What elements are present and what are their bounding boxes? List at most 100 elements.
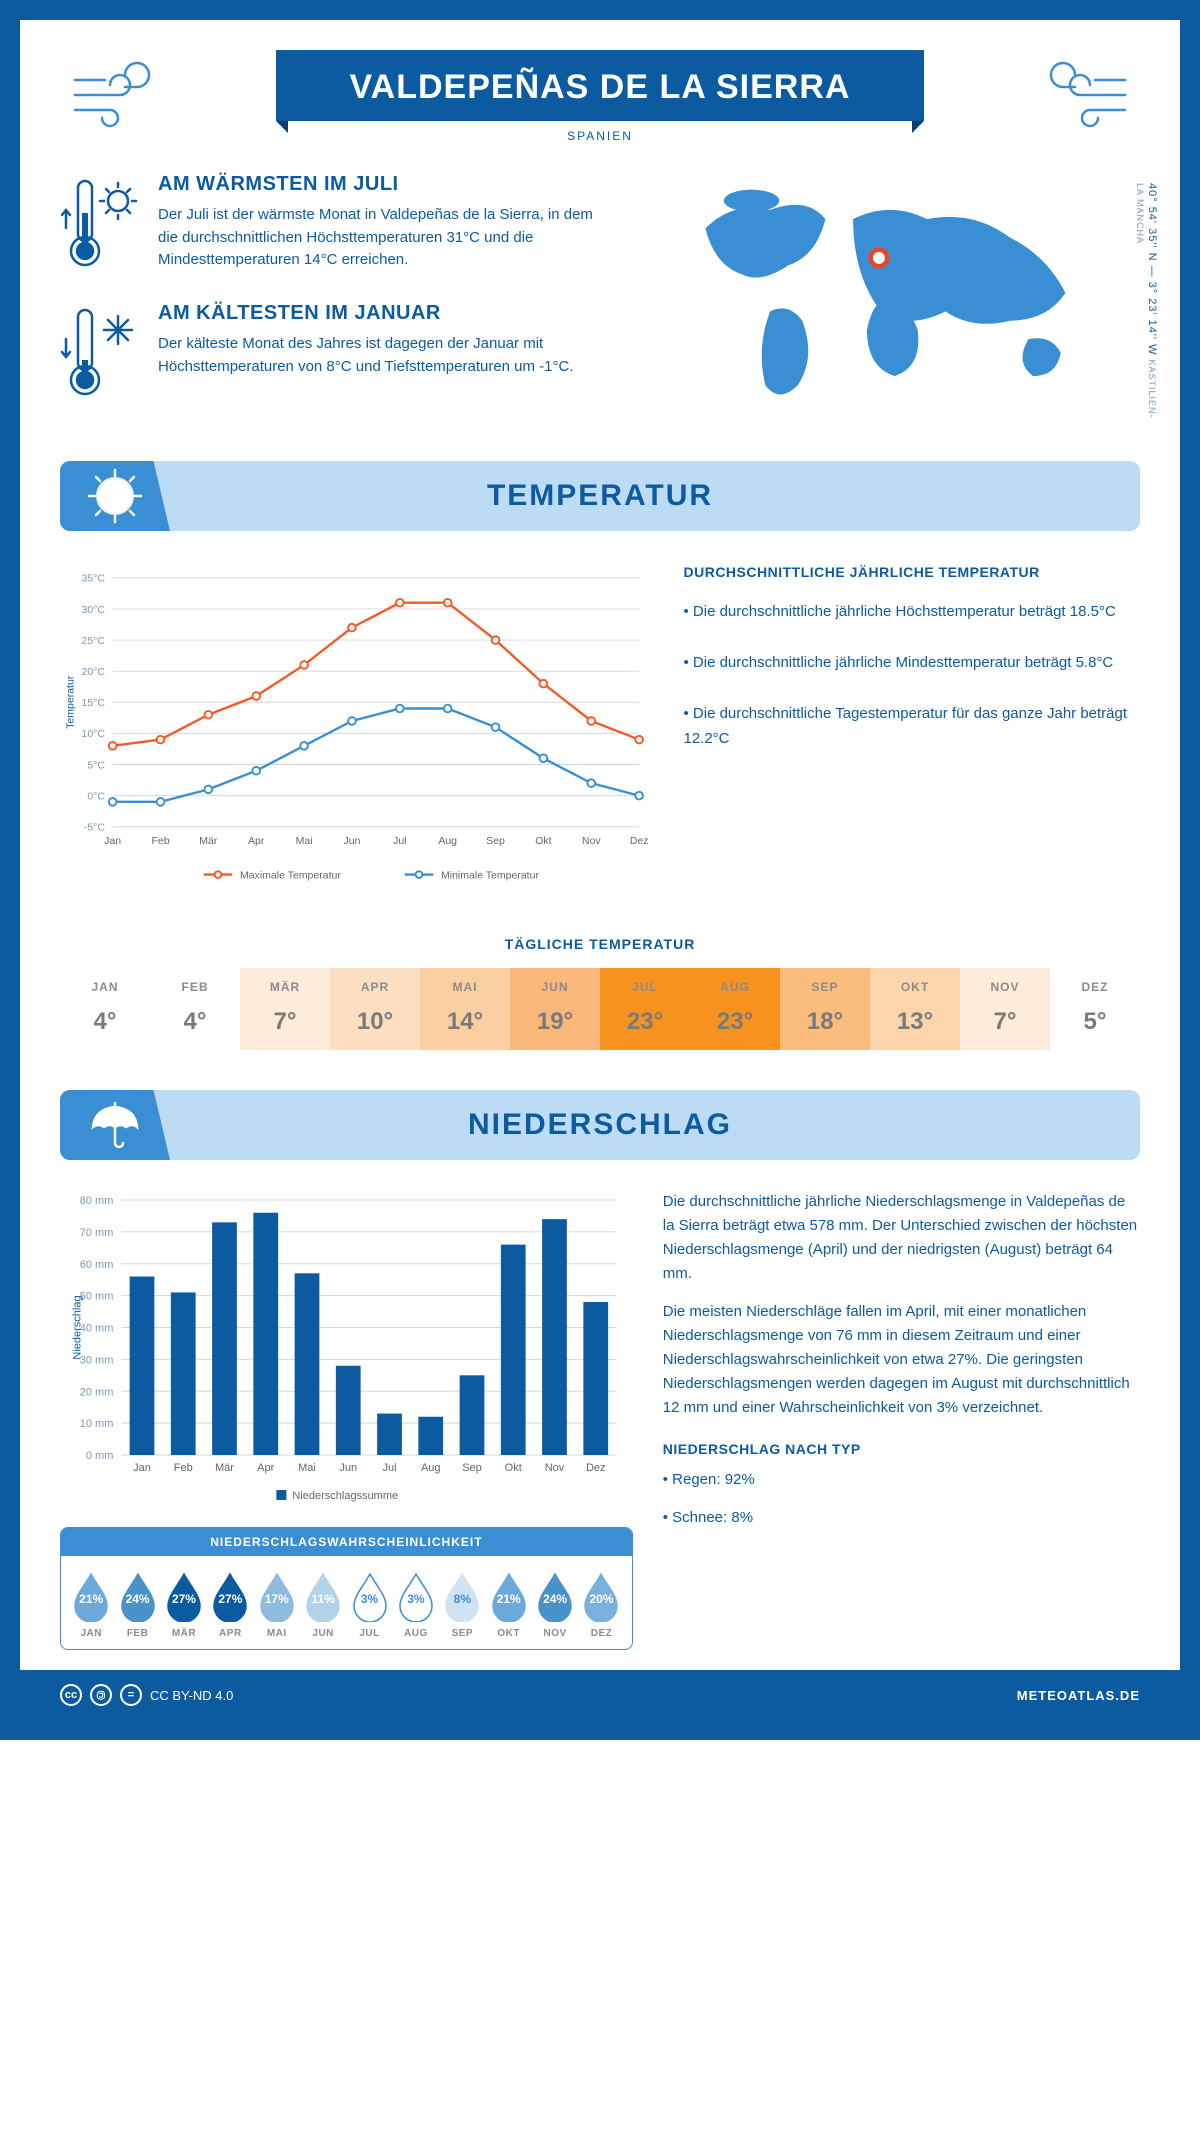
daily-month: JAN xyxy=(64,980,146,994)
drop-pct: 21% xyxy=(497,1592,521,1606)
precip-p2: Die meisten Niederschläge fallen im Apri… xyxy=(663,1300,1140,1420)
svg-text:Jun: Jun xyxy=(343,835,360,847)
svg-text:Mai: Mai xyxy=(296,835,313,847)
svg-text:Niederschlag: Niederschlag xyxy=(71,1295,83,1359)
svg-text:Jan: Jan xyxy=(133,1462,151,1474)
warmest-fact: AM WÄRMSTEN IM JULI Der Juli ist der wär… xyxy=(60,173,610,278)
temp-bullet: • Die durchschnittliche Tagestemperatur … xyxy=(683,701,1140,752)
daily-cell: JUN19° xyxy=(510,968,600,1050)
daily-value: 5° xyxy=(1054,1008,1136,1036)
drop-pct: 3% xyxy=(407,1592,424,1606)
wind-icon xyxy=(1040,60,1130,130)
thermometer-snowflake-icon xyxy=(60,302,140,407)
svg-text:60 mm: 60 mm xyxy=(80,1259,114,1271)
daily-cell: MAI14° xyxy=(420,968,510,1050)
license: cc 🄯 = CC BY-ND 4.0 xyxy=(60,1684,233,1706)
precip-type-heading: NIEDERSCHLAG NACH TYP xyxy=(663,1438,1140,1460)
precip-text-panel: Die durchschnittliche jährliche Niedersc… xyxy=(663,1190,1140,1650)
svg-text:30°C: 30°C xyxy=(81,604,105,616)
daily-value: 4° xyxy=(64,1008,146,1036)
temp-info-panel: DURCHSCHNITTLICHE JÄHRLICHE TEMPERATUR •… xyxy=(683,561,1140,906)
drop-icon: 11% xyxy=(302,1570,344,1622)
daily-month: DEZ xyxy=(1054,980,1136,994)
daily-month: APR xyxy=(334,980,416,994)
svg-text:Maximale Temperatur: Maximale Temperatur xyxy=(240,869,341,881)
svg-text:Aug: Aug xyxy=(438,835,457,847)
daily-value: 7° xyxy=(244,1008,326,1036)
temp-bullet: • Die durchschnittliche jährliche Höchst… xyxy=(683,599,1140,625)
wind-icon xyxy=(70,60,160,130)
drop-icon: 3% xyxy=(395,1570,437,1622)
svg-text:Nov: Nov xyxy=(582,835,601,847)
svg-text:Jan: Jan xyxy=(104,835,121,847)
prob-cell: 8% SEP xyxy=(440,1570,484,1639)
drop-icon: 8% xyxy=(441,1570,483,1622)
drop-icon: 27% xyxy=(209,1570,251,1622)
temp-section-title: TEMPERATUR xyxy=(90,479,1110,513)
precipitation-bar-chart: 0 mm10 mm20 mm30 mm40 mm50 mm60 mm70 mm8… xyxy=(60,1190,633,1515)
thermometer-sun-icon xyxy=(60,173,140,278)
intro-section: AM WÄRMSTEN IM JULI Der Juli ist der wär… xyxy=(60,173,1140,431)
location-marker-icon xyxy=(871,250,888,267)
drop-pct: 3% xyxy=(361,1592,378,1606)
svg-text:Mär: Mär xyxy=(215,1462,234,1474)
drop-pct: 21% xyxy=(79,1592,103,1606)
svg-text:35°C: 35°C xyxy=(81,573,105,585)
subtitle: SPANIEN xyxy=(60,129,1140,143)
coords-main: 40° 54' 35'' N — 3° 23' 14'' W xyxy=(1146,183,1158,355)
svg-text:80 mm: 80 mm xyxy=(80,1195,114,1207)
prob-month: APR xyxy=(208,1628,252,1639)
drop-icon: 21% xyxy=(488,1570,530,1622)
daily-cell: NOV7° xyxy=(960,968,1050,1050)
daily-value: 13° xyxy=(874,1008,956,1036)
precipitation-section-header: NIEDERSCHLAG xyxy=(60,1090,1140,1160)
svg-text:Okt: Okt xyxy=(535,835,551,847)
svg-text:25°C: 25°C xyxy=(81,635,105,647)
prob-month: OKT xyxy=(487,1628,531,1639)
page-title: VALDEPEÑAS DE LA SIERRA xyxy=(306,68,894,107)
brand: METEOATLAS.DE xyxy=(1017,1688,1140,1703)
temperature-line-chart: -5°C0°C5°C10°C15°C20°C25°C30°C35°CJanFeb… xyxy=(60,561,653,906)
svg-text:Feb: Feb xyxy=(174,1462,193,1474)
drop-icon: 24% xyxy=(534,1570,576,1622)
drop-pct: 11% xyxy=(311,1592,334,1606)
prob-cell: 3% JUL xyxy=(347,1570,391,1639)
svg-text:Jun: Jun xyxy=(339,1462,357,1474)
svg-text:0°C: 0°C xyxy=(87,790,105,802)
daily-cell: AUG 23° xyxy=(690,968,780,1050)
svg-text:Temperatur: Temperatur xyxy=(64,675,76,729)
precip-snow: • Schnee: 8% xyxy=(663,1506,1140,1530)
warmest-text: Der Juli ist der wärmste Monat in Valdep… xyxy=(158,204,610,272)
svg-text:Mai: Mai xyxy=(298,1462,316,1474)
daily-month: AUG xyxy=(694,980,776,994)
daily-value: 4° xyxy=(154,1008,236,1036)
svg-text:50 mm: 50 mm xyxy=(80,1291,114,1303)
probability-title: NIEDERSCHLAGSWAHRSCHEINLICHKEIT xyxy=(61,1528,632,1556)
prob-month: JUN xyxy=(301,1628,345,1639)
daily-temp-title: TÄGLICHE TEMPERATUR xyxy=(60,936,1140,952)
precip-rain: • Regen: 92% xyxy=(663,1468,1140,1492)
svg-text:Apr: Apr xyxy=(257,1462,274,1474)
daily-value: 23° xyxy=(694,1008,776,1036)
temp-bullet: • Die durchschnittliche jährliche Mindes… xyxy=(683,650,1140,676)
svg-text:10 mm: 10 mm xyxy=(80,1418,114,1430)
daily-cell: MÄR7° xyxy=(240,968,330,1050)
svg-text:Dez: Dez xyxy=(586,1462,606,1474)
svg-text:30 mm: 30 mm xyxy=(80,1354,114,1366)
drop-pct: 27% xyxy=(218,1592,242,1606)
daily-month: SEP xyxy=(784,980,866,994)
daily-month: NOV xyxy=(964,980,1046,994)
prob-month: JAN xyxy=(69,1628,113,1639)
prob-month: JUL xyxy=(347,1628,391,1639)
daily-cell: JAN 4° xyxy=(60,968,150,1050)
svg-text:Dez: Dez xyxy=(630,835,649,847)
svg-text:20 mm: 20 mm xyxy=(80,1386,114,1398)
svg-text:Minimale Temperatur: Minimale Temperatur xyxy=(441,869,539,881)
drop-pct: 17% xyxy=(265,1592,289,1606)
drop-pct: 8% xyxy=(454,1592,471,1606)
probability-panel: NIEDERSCHLAGSWAHRSCHEINLICHKEIT 21% JAN … xyxy=(60,1527,633,1650)
precip-section-title: NIEDERSCHLAG xyxy=(90,1108,1110,1142)
svg-text:20°C: 20°C xyxy=(81,666,105,678)
prob-month: AUG xyxy=(394,1628,438,1639)
drop-pct: 24% xyxy=(543,1592,567,1606)
